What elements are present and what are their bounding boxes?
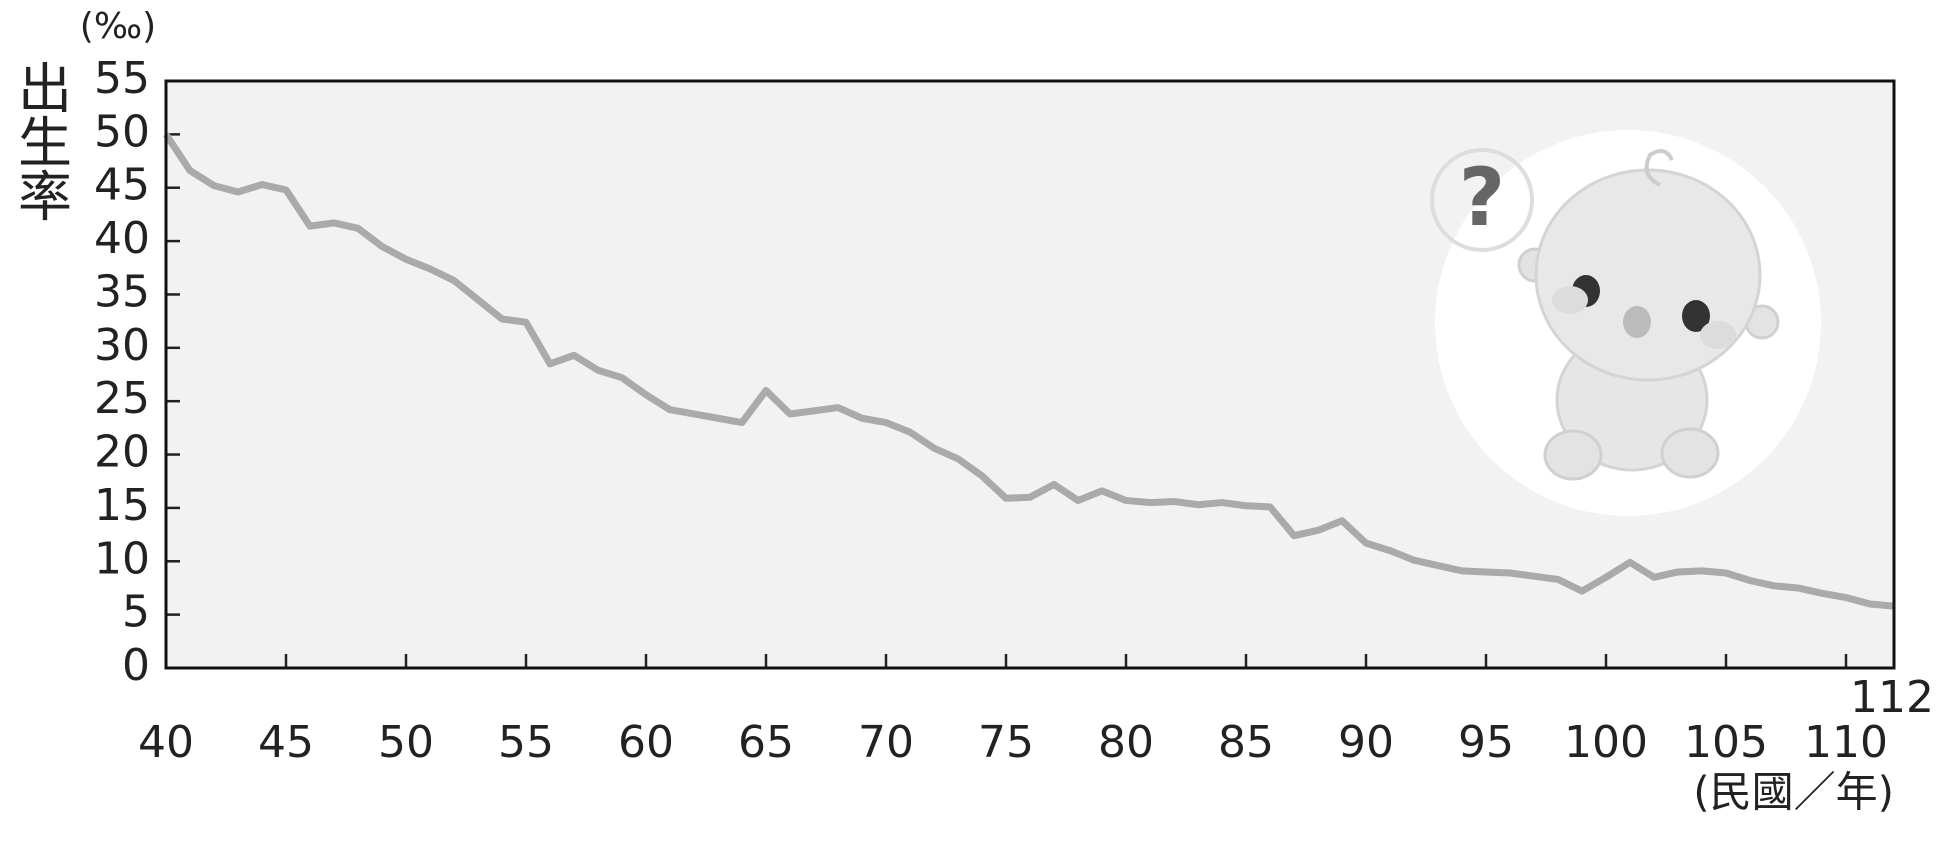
x-tick-label: 95 bbox=[1458, 717, 1514, 768]
x-tick-label: 85 bbox=[1218, 717, 1274, 768]
x-tick-label: 45 bbox=[258, 717, 314, 768]
y-tick-label: 10 bbox=[94, 533, 150, 584]
y-unit: (‰) bbox=[80, 6, 156, 47]
x-tick-label: 105 bbox=[1684, 717, 1768, 768]
x-tick-label: 40 bbox=[138, 717, 194, 768]
y-tick-label: 5 bbox=[122, 587, 150, 638]
x-tick-label: 55 bbox=[498, 717, 554, 768]
y-tick-label: 15 bbox=[94, 480, 150, 531]
x-tick-label: 65 bbox=[738, 717, 794, 768]
y-axis-label: 出生率 bbox=[9, 60, 72, 222]
y-tick-label: 50 bbox=[94, 106, 150, 157]
y-tick-label: 55 bbox=[94, 53, 150, 104]
x-tick-label: 70 bbox=[858, 717, 914, 768]
y-tick-label: 20 bbox=[94, 427, 150, 478]
x-axis-label: (民國／年) bbox=[1693, 768, 1894, 817]
x-tick-label: 110 bbox=[1804, 717, 1888, 768]
x-tick-label: 112 bbox=[1850, 672, 1934, 723]
x-tick-label: 90 bbox=[1338, 717, 1394, 768]
svg-text:?: ? bbox=[1459, 151, 1505, 244]
y-tick-label: 25 bbox=[94, 373, 150, 424]
y-tick-label: 40 bbox=[94, 213, 150, 264]
x-tick-label: 50 bbox=[378, 717, 434, 768]
baby-illustration: ? bbox=[1430, 130, 1821, 516]
x-tick-label: 100 bbox=[1564, 717, 1648, 768]
x-tick-label: 75 bbox=[978, 717, 1034, 768]
x-tick-label: 60 bbox=[618, 717, 674, 768]
data-line bbox=[163, 132, 1895, 610]
y-tick-label: 45 bbox=[94, 160, 150, 211]
y-tick-label: 35 bbox=[94, 266, 150, 317]
plot-border bbox=[164, 79, 1896, 670]
y-tick-label: 30 bbox=[94, 320, 150, 371]
y-tick-label: 0 bbox=[122, 640, 150, 691]
x-tick-label: 80 bbox=[1098, 717, 1154, 768]
